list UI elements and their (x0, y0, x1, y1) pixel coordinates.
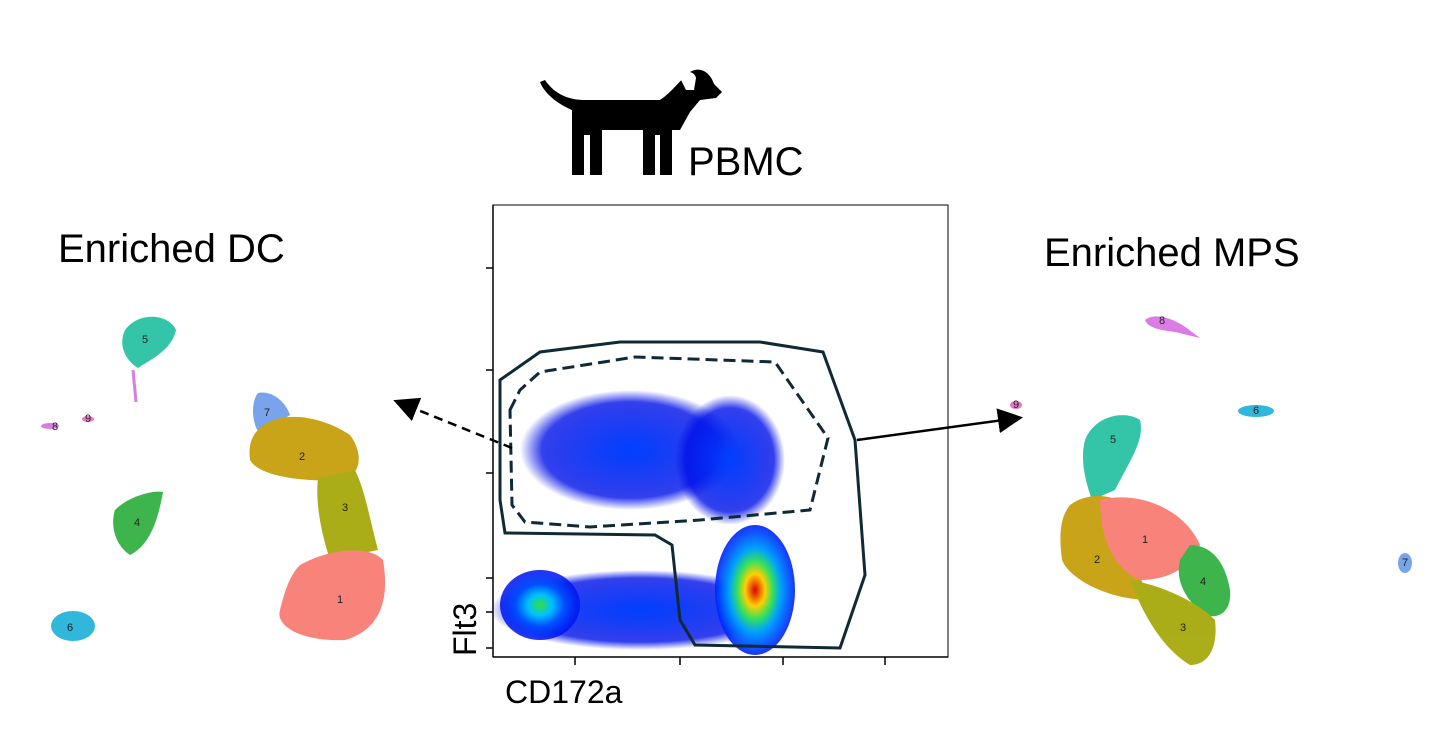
cluster-label: 1 (1142, 534, 1148, 546)
cluster-label: 2 (1094, 554, 1100, 566)
arrow-dc (393, 397, 513, 450)
right-title: Enriched MPS (1044, 231, 1300, 275)
cluster-label: 3 (342, 502, 348, 514)
cluster-label: 9 (1013, 399, 1019, 411)
title: PBMC (688, 140, 804, 184)
cluster-label: 4 (1200, 576, 1206, 588)
x-axis-label: CD172a (505, 674, 623, 710)
cluster-label: 6 (67, 622, 73, 634)
cluster-label: 3 (1180, 622, 1186, 634)
cluster-label: 2 (299, 451, 305, 463)
cluster-label: 1 (337, 594, 343, 606)
cluster-label: 6 (1253, 405, 1259, 417)
cluster-label: 4 (134, 517, 140, 529)
left-title: Enriched DC (58, 227, 285, 271)
flow-plot: CD172a Flt3 (447, 204, 949, 710)
cluster-label: 5 (1110, 434, 1116, 446)
cluster-label: 7 (1402, 557, 1408, 569)
dog-icon (540, 69, 722, 175)
left-umap (41, 316, 386, 641)
arrow-mps (856, 408, 1023, 442)
cluster-label: 7 (264, 407, 270, 419)
cluster-label: 9 (85, 413, 91, 425)
cluster-label: 8 (52, 421, 58, 433)
cluster-label: 8 (1159, 315, 1165, 327)
cluster-label: 5 (142, 334, 148, 346)
y-axis-label: Flt3 (447, 603, 483, 656)
right-umap (1010, 316, 1412, 665)
